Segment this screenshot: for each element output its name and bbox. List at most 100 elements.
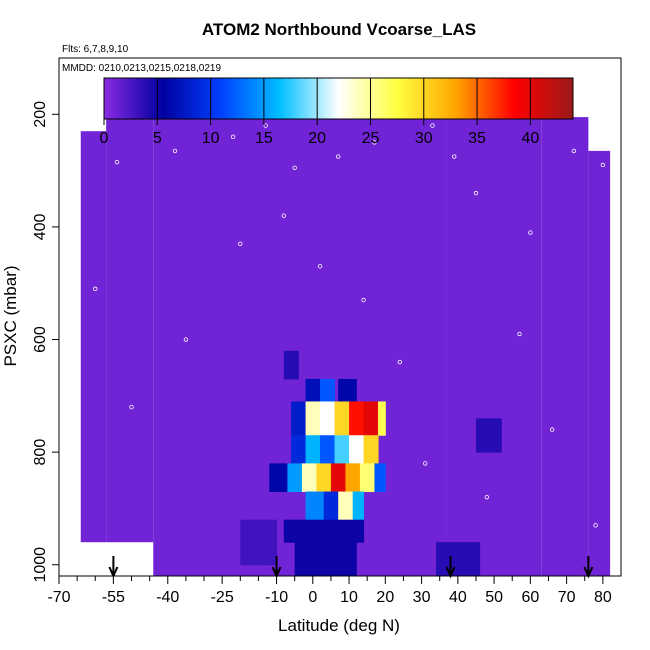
- heatmap-cell: [334, 435, 350, 464]
- heatmap-cell: [352, 491, 365, 521]
- sample-point: [430, 123, 435, 128]
- x-tick-label: 10: [340, 589, 358, 606]
- coverage-cell: [80, 131, 107, 543]
- heatmap-cell: [338, 378, 357, 402]
- y-axis-label: PSXC (mbar): [1, 265, 20, 366]
- x-tick-label: -40: [156, 589, 179, 606]
- heatmap-cell: [345, 463, 361, 493]
- x-axis-label: Latitude (deg N): [278, 616, 400, 635]
- heatmap-cell: [330, 463, 346, 493]
- dates-label: MMDD: 0210,0213,0215,0218,0219: [62, 63, 221, 74]
- sample-point: [452, 154, 457, 159]
- heatmap-cell: [363, 435, 379, 464]
- x-tick-label: 20: [376, 589, 394, 606]
- sample-point: [473, 190, 479, 196]
- heatmap-cell: [323, 491, 339, 521]
- x-tick-label: 80: [594, 589, 612, 606]
- coverage-cell: [153, 97, 447, 577]
- colorbar-tick-label: 35: [468, 130, 486, 147]
- heatmap-cell: [320, 378, 336, 402]
- y-tick-label: 400: [32, 213, 49, 240]
- sample-point: [238, 241, 243, 247]
- heatmap-cell: [349, 401, 365, 436]
- x-tick-label: 40: [449, 589, 467, 606]
- heatmap-cell: [363, 401, 379, 436]
- heatmap-cell: [320, 401, 336, 436]
- sample-point: [263, 123, 268, 128]
- coverage-cell: [588, 150, 611, 577]
- sample-point: [397, 359, 403, 365]
- chart-title: ATOM2 Northbound Vcoarse_LAS: [202, 20, 476, 39]
- sample-point: [484, 494, 490, 500]
- heatmap-cell: [287, 463, 303, 493]
- sample-point: [423, 461, 428, 466]
- x-tick-label: 30: [413, 589, 431, 606]
- sample-point: [372, 140, 377, 145]
- heatmap-cell: [240, 519, 278, 566]
- sample-point: [361, 297, 366, 303]
- heatmap-cell: [378, 401, 386, 436]
- colorbar-tick-label: 25: [362, 130, 380, 147]
- colorbar-tick-label: 20: [308, 130, 326, 147]
- heatmap-cell: [305, 491, 325, 521]
- sample-point: [571, 148, 577, 154]
- colorbar-tick-label: 30: [415, 130, 433, 147]
- heatmap-cell: [301, 463, 317, 493]
- heatmap-cell: [374, 463, 386, 493]
- sample-point: [281, 213, 286, 218]
- heatmap-cell: [334, 401, 350, 436]
- sample-point: [114, 159, 120, 165]
- plot-area: [80, 97, 611, 579]
- heatmap-cell: [305, 435, 321, 464]
- heatmap-cell: [320, 435, 336, 464]
- heatmap-cell: [269, 463, 288, 493]
- sample-point: [230, 134, 236, 140]
- x-tick-label: -55: [102, 589, 125, 606]
- x-tick-label: 0: [308, 589, 317, 606]
- sample-point: [517, 331, 522, 337]
- sample-point: [317, 264, 323, 269]
- sample-point: [549, 427, 555, 432]
- colorbar-tick-label: 10: [202, 130, 220, 147]
- x-axis: -70 -55 -40 -25 -10 0 10 20 30 40 50 60 70 80: [47, 576, 612, 606]
- y-tick-label: 800: [32, 439, 49, 466]
- heatmap-cell: [359, 463, 375, 493]
- sample-point: [292, 165, 297, 170]
- heatmap-cell: [305, 401, 321, 436]
- heatmap-cell: [475, 418, 502, 453]
- x-tick-label: 60: [521, 589, 539, 606]
- sample-point: [129, 404, 134, 410]
- colorbar: [103, 77, 574, 120]
- x-tick-label: -70: [47, 589, 70, 606]
- flights-label: Flts: 6,7,8,9,10: [62, 44, 129, 55]
- y-tick-label: 1000: [32, 547, 49, 583]
- y-axis: 200 400 600 800 1000: [32, 101, 59, 583]
- y-tick-label: 600: [32, 326, 49, 353]
- colorbar-ticks: 0 5 10 15 20 25 30 35 40: [100, 78, 539, 147]
- heatmap-cell: [305, 378, 321, 402]
- coverage-cell: [541, 117, 589, 576]
- sample-point: [600, 162, 606, 168]
- heatmap-cell: [291, 435, 307, 464]
- x-tick-label: 50: [485, 589, 503, 606]
- coverage-cell: [106, 97, 154, 543]
- heatmap-cell: [349, 435, 365, 464]
- sample-point: [172, 148, 178, 154]
- sample-point: [183, 337, 189, 342]
- heatmap-cell: [436, 542, 481, 577]
- heatmap-cell: [291, 401, 307, 436]
- heatmap-cell: [316, 463, 332, 493]
- colorbar-tick-label: 40: [521, 130, 539, 147]
- plot-frame: [58, 57, 622, 577]
- heatmap-cell: [294, 542, 357, 577]
- x-tick-label: -25: [211, 589, 234, 606]
- colorbar-tick-label: 15: [255, 130, 273, 147]
- x-tick-label: -10: [265, 589, 288, 606]
- y-tick-label: 200: [32, 101, 49, 128]
- sample-point: [528, 230, 533, 235]
- heatmap-cell: [338, 491, 354, 521]
- sample-point: [335, 154, 341, 159]
- coverage-cell: [446, 117, 542, 576]
- heatmap-cell: [283, 519, 365, 543]
